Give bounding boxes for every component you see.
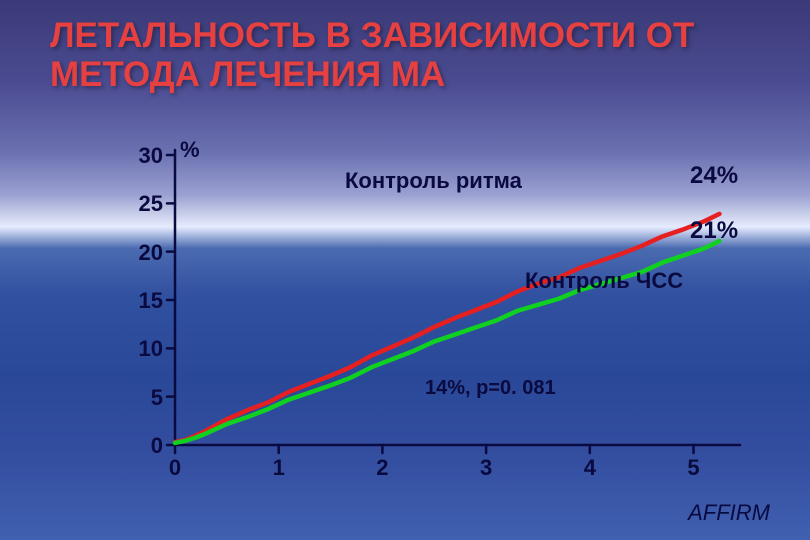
slide-title: ЛЕТАЛЬНОСТЬ В ЗАВИСИМОСТИ ОТ МЕТОДА ЛЕЧЕ… bbox=[50, 16, 780, 94]
endpoint-rhythm-label: 24% bbox=[690, 162, 738, 190]
y-axis-unit: % bbox=[180, 137, 200, 163]
y-tick-label: 5 bbox=[123, 385, 163, 411]
y-tick-label: 10 bbox=[123, 336, 163, 362]
series-rhythm-label: Контроль ритма bbox=[345, 168, 522, 194]
stat-text: 14%, р=0. 081 bbox=[425, 377, 556, 400]
x-tick-label: 0 bbox=[160, 455, 190, 481]
series-rate-label: Контроль ЧСС bbox=[525, 268, 683, 294]
x-tick-label: 5 bbox=[679, 455, 709, 481]
y-tick-label: 25 bbox=[123, 191, 163, 217]
mortality-chart: % 051015202530 012345 Контроль ритма Кон… bbox=[125, 145, 725, 475]
y-tick-label: 20 bbox=[123, 240, 163, 266]
y-tick-label: 15 bbox=[123, 288, 163, 314]
y-tick-label: 30 bbox=[123, 143, 163, 169]
chart-svg bbox=[125, 145, 765, 475]
y-tick-label: 0 bbox=[123, 433, 163, 459]
source-label: AFFIRM bbox=[688, 500, 770, 526]
slide: ЛЕТАЛЬНОСТЬ В ЗАВИСИМОСТИ ОТ МЕТОДА ЛЕЧЕ… bbox=[0, 0, 810, 540]
x-tick-label: 1 bbox=[264, 455, 294, 481]
x-tick-label: 3 bbox=[471, 455, 501, 481]
x-tick-label: 4 bbox=[575, 455, 605, 481]
x-tick-label: 2 bbox=[367, 455, 397, 481]
endpoint-rate-label: 21% bbox=[690, 217, 738, 245]
